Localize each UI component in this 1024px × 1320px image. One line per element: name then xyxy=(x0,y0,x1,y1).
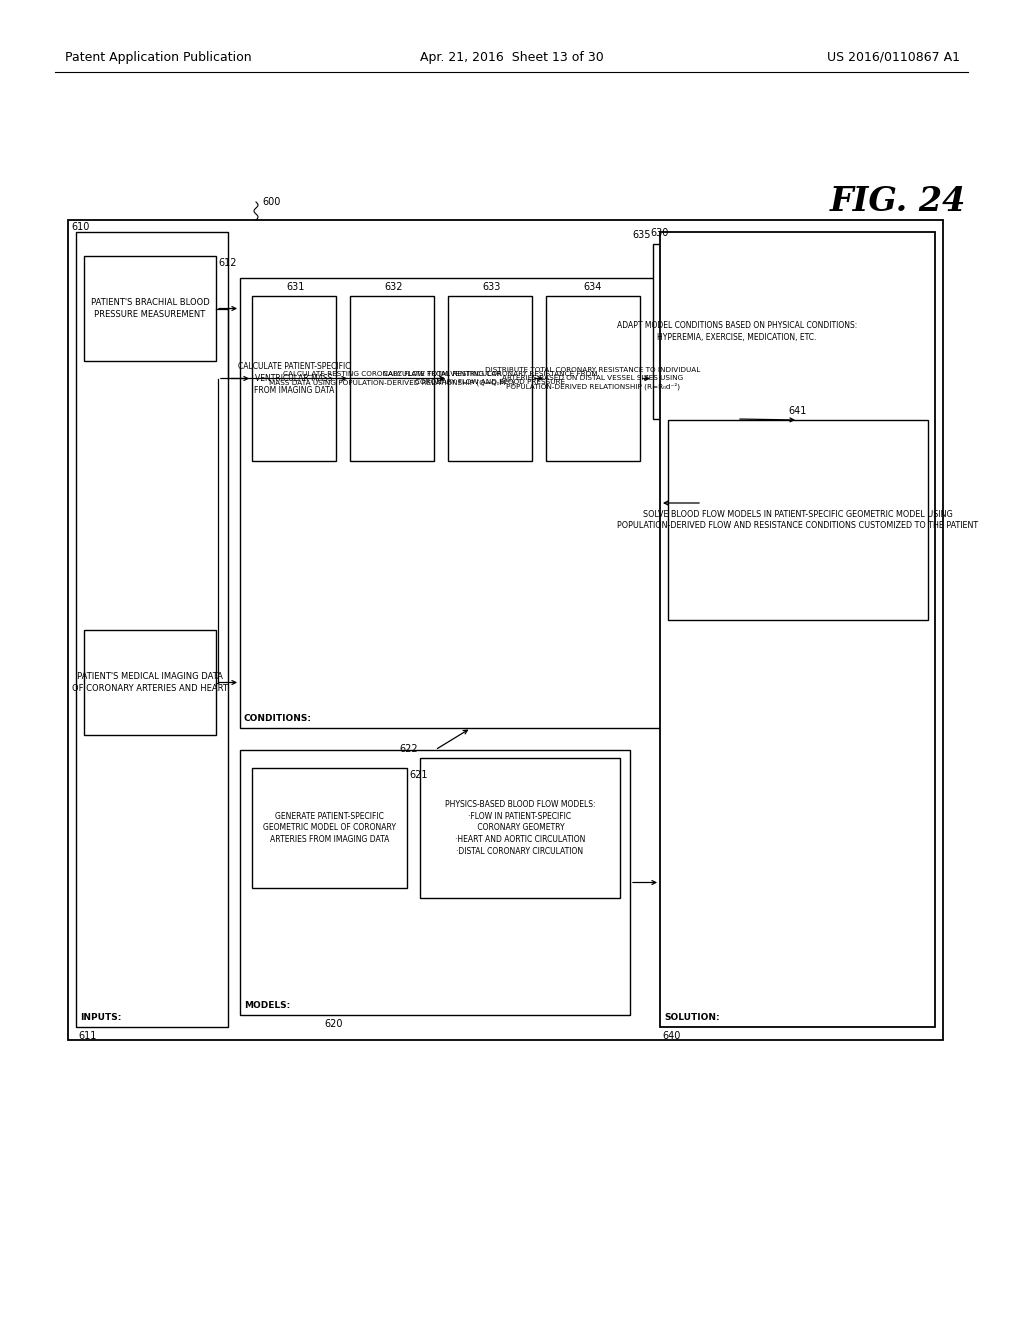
Text: Apr. 21, 2016  Sheet 13 of 30: Apr. 21, 2016 Sheet 13 of 30 xyxy=(420,50,604,63)
Bar xyxy=(252,768,407,888)
Text: 600: 600 xyxy=(262,197,281,207)
Text: 620: 620 xyxy=(325,1019,343,1030)
Bar xyxy=(84,630,216,735)
Text: PATIENT'S BRACHIAL BLOOD
PRESSURE MEASUREMENT: PATIENT'S BRACHIAL BLOOD PRESSURE MEASUR… xyxy=(91,298,209,319)
Text: FIG. 24: FIG. 24 xyxy=(830,185,967,218)
Text: 612: 612 xyxy=(218,257,237,268)
Text: 633: 633 xyxy=(482,282,501,292)
Text: DISTRIBUTE TOTAL CORONARY RESISTANCE TO INDIVIDUAL
ARTERIES BASED ON DISTAL VESS: DISTRIBUTE TOTAL CORONARY RESISTANCE TO … xyxy=(485,367,700,391)
Text: Patent Application Publication: Patent Application Publication xyxy=(65,50,252,63)
Text: SOLVE BLOOD FLOW MODELS IN PATIENT-SPECIFIC GEOMETRIC MODEL USING
POPULATION-DER: SOLVE BLOOD FLOW MODELS IN PATIENT-SPECI… xyxy=(617,510,979,531)
Text: 610: 610 xyxy=(71,222,89,232)
Bar xyxy=(668,420,928,620)
Bar xyxy=(84,256,216,360)
Bar xyxy=(660,232,935,1027)
Text: CONDITIONS:: CONDITIONS: xyxy=(244,714,312,723)
Bar xyxy=(420,758,620,898)
Text: 611: 611 xyxy=(78,1031,96,1041)
Bar xyxy=(449,296,532,461)
Text: 634: 634 xyxy=(583,282,601,292)
Text: MODELS:: MODELS: xyxy=(244,1001,290,1010)
Bar xyxy=(653,244,821,418)
Text: GENERATE PATIENT-SPECIFIC
GEOMETRIC MODEL OF CORONARY
ARTERIES FROM IMAGING DATA: GENERATE PATIENT-SPECIFIC GEOMETRIC MODE… xyxy=(263,812,396,845)
Bar xyxy=(350,296,434,461)
Bar xyxy=(240,279,702,729)
Text: CALCULATE RESTING CORONARY FLOW FROM VENTRICULAR
MASS DATA USING POPULATION-DERI: CALCULATE RESTING CORONARY FLOW FROM VEN… xyxy=(269,371,515,387)
Text: 631: 631 xyxy=(286,282,304,292)
Bar xyxy=(68,220,943,1040)
Text: 640: 640 xyxy=(662,1031,680,1041)
Text: PHYSICS-BASED BLOOD FLOW MODELS:
·FLOW IN PATIENT-SPECIFIC
 CORONARY GEOMETRY
·H: PHYSICS-BASED BLOOD FLOW MODELS: ·FLOW I… xyxy=(444,800,595,857)
Text: 635: 635 xyxy=(633,230,651,240)
Text: ADAPT MODEL CONDITIONS BASED ON PHYSICAL CONDITIONS:
HYPEREMIA, EXERCISE, MEDICA: ADAPT MODEL CONDITIONS BASED ON PHYSICAL… xyxy=(616,321,857,342)
Text: CALCULATE PATIENT-SPECIFIC
VENTRICULAR MASS
FROM IMAGING DATA: CALCULATE PATIENT-SPECIFIC VENTRICULAR M… xyxy=(238,362,350,395)
Text: US 2016/0110867 A1: US 2016/0110867 A1 xyxy=(827,50,961,63)
Bar xyxy=(240,750,630,1015)
Bar xyxy=(252,296,336,461)
Text: INPUTS:: INPUTS: xyxy=(80,1012,122,1022)
Text: 621: 621 xyxy=(409,770,427,780)
Text: 630: 630 xyxy=(650,228,669,238)
Text: SOLUTION:: SOLUTION: xyxy=(664,1012,720,1022)
Bar xyxy=(546,296,640,461)
Text: 641: 641 xyxy=(788,407,807,416)
Text: PATIENT'S MEDICAL IMAGING DATA
OF CORONARY ARTERIES AND HEART: PATIENT'S MEDICAL IMAGING DATA OF CORONA… xyxy=(72,672,228,693)
Text: CALCULATE TOTAL RESTING CORONARY RESISTANCE FROM
CORONARY FLOW AND BLOOD PRESSUR: CALCULATE TOTAL RESTING CORONARY RESISTA… xyxy=(383,371,597,385)
Bar xyxy=(76,232,228,1027)
Text: 632: 632 xyxy=(384,282,402,292)
Text: 622: 622 xyxy=(399,744,418,754)
